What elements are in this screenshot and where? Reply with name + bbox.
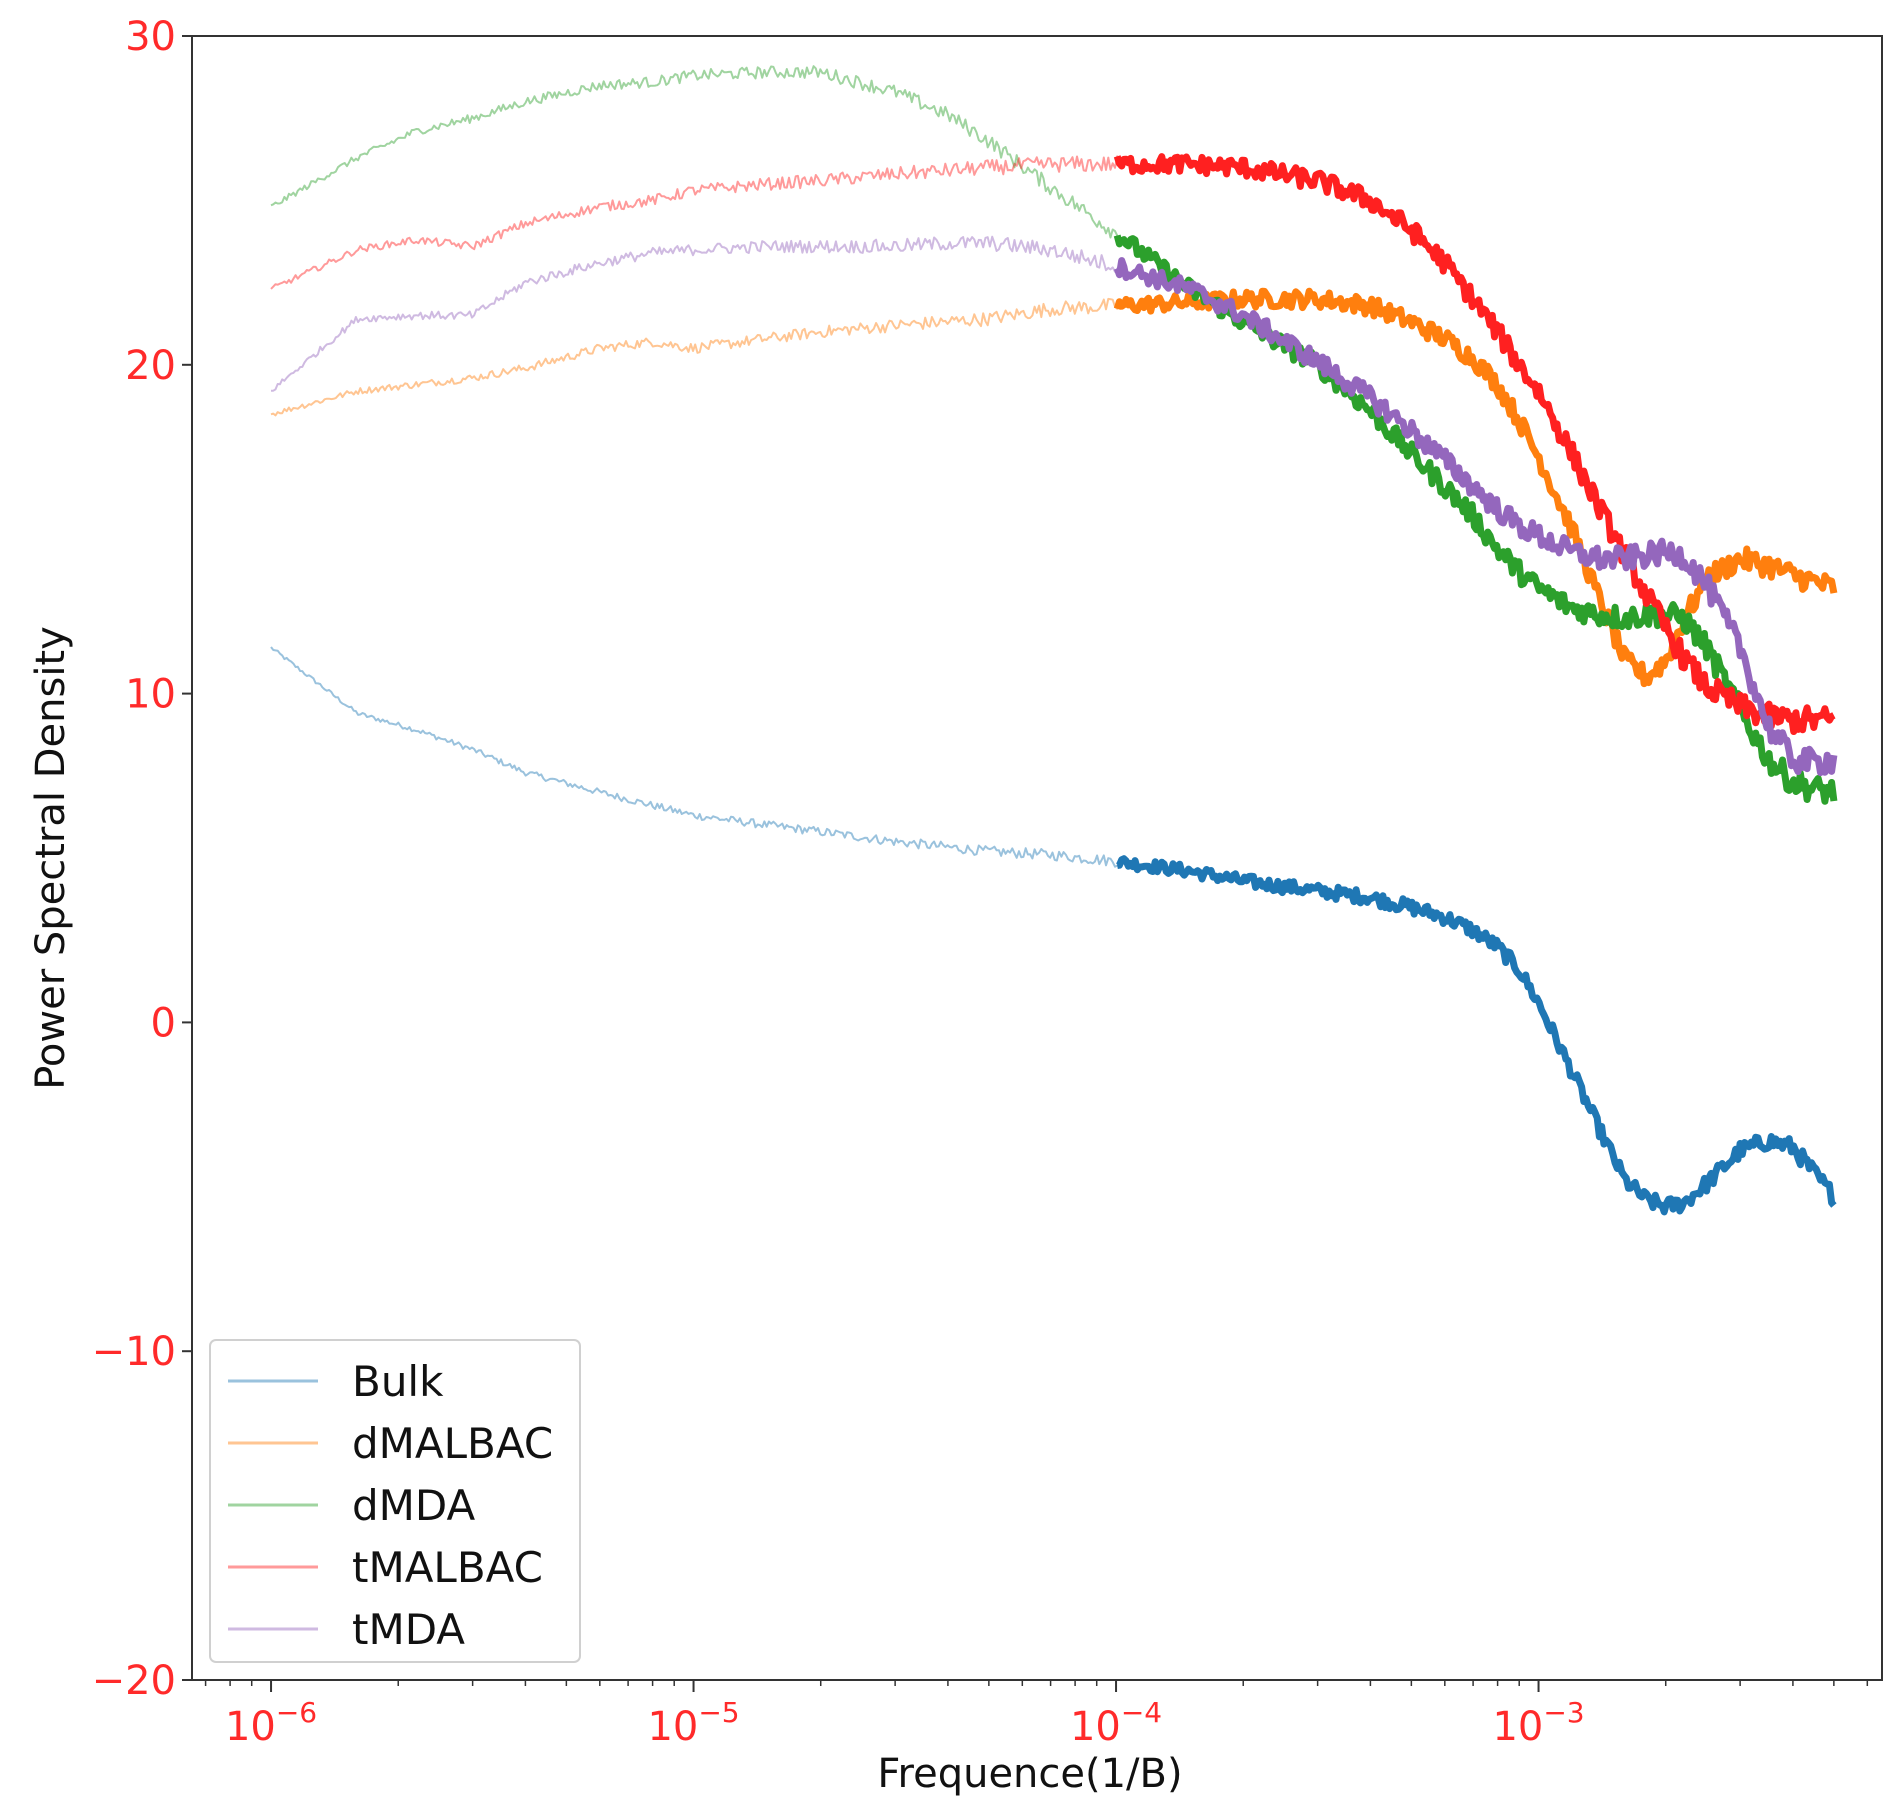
x-tick-label: 10−6 [225,1696,317,1750]
series-line-dmda-low [270,65,1150,261]
x-tick-base: 10 [647,1704,698,1750]
series-line-bulk-high [1115,855,1837,1216]
x-tick-label: 10−4 [1070,1696,1162,1750]
x-axis-label: Frequence(1/B) [877,1751,1182,1797]
x-tick-base: 10 [1070,1704,1121,1750]
x-tick-label: 10−5 [647,1696,739,1750]
x-tick-exponent: −3 [1543,1696,1584,1729]
y-tick-label: −10 [92,1329,176,1375]
series-line-tmalbac-high [1113,153,1836,735]
x-axis: 10−6 10−5 10−4 10−3 [204,1680,1869,1750]
y-tick-label: 0 [151,1000,176,1046]
series-tmda [271,235,1838,777]
legend: Bulk dMALBAC dMDA tMALBAC tMDA [209,1339,581,1663]
legend-box [209,1339,581,1663]
series-line-tmda-high [1113,257,1838,777]
series-layer [270,65,1838,1216]
series-line-tmda-low [271,235,1150,392]
y-tick-label: 10 [125,672,176,718]
series-line-tmalbac-low [270,155,1150,290]
legend-label-tmalbac: tMALBAC [352,1543,543,1592]
legend-label-dmda: dMDA [352,1481,476,1530]
series-tmalbac [270,153,1836,735]
series-dmalbac [270,287,1838,688]
series-bulk [270,646,1837,1216]
legend-label-bulk: Bulk [352,1357,444,1406]
x-tick-label: 10−3 [1492,1696,1584,1750]
series-line-dmalbac-low [270,297,1150,417]
x-tick-exponent: −4 [1121,1696,1162,1729]
legend-label-dmalbac: dMALBAC [352,1419,553,1468]
series-dmda [270,65,1838,805]
y-tick-label: 30 [125,14,176,60]
y-tick-label: −20 [92,1658,176,1704]
x-tick-exponent: −6 [276,1696,317,1729]
x-tick-base: 10 [225,1704,276,1750]
plot-frame [191,35,1883,1681]
y-axis: −20 −10 0 10 20 30 [92,14,192,1704]
x-tick-exponent: −5 [698,1696,739,1729]
y-tick-label: 20 [125,343,176,389]
series-line-bulk-low [270,646,1149,871]
y-axis-label: Power Spectral Density [28,626,74,1090]
series-line-dmda-high [1113,234,1838,805]
legend-label-tmda: tMDA [352,1605,465,1654]
x-tick-base: 10 [1492,1704,1543,1750]
series-line-dmalbac-high [1113,287,1838,688]
